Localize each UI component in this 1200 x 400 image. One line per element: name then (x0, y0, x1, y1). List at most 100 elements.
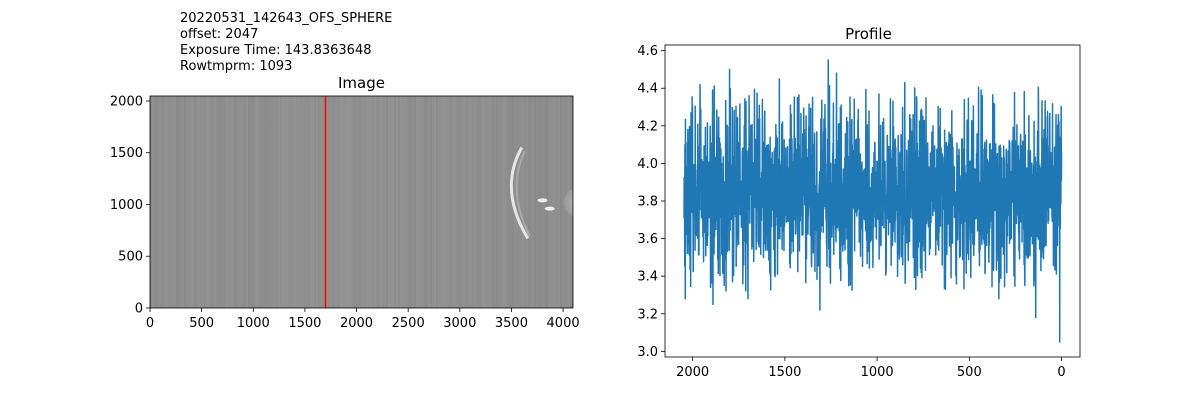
image-stripe (172, 96, 174, 308)
image-stripe (378, 96, 380, 308)
image-stripe (414, 96, 416, 308)
image-stripe (486, 96, 488, 308)
image-x-tick-label: 3500 (495, 316, 528, 331)
image-stripe (208, 96, 210, 308)
image-stripe (166, 96, 168, 308)
image-y-tick-label: 500 (118, 250, 143, 265)
image-stripe (476, 96, 478, 308)
image-stripe (224, 96, 226, 308)
image-stripe (328, 96, 330, 308)
image-stripe (218, 96, 220, 308)
image-stripe (290, 96, 292, 308)
image-stripe (336, 96, 338, 308)
image-stripe (222, 96, 224, 308)
profile-y-tick-label: 3.8 (637, 195, 658, 210)
image-stripe (356, 96, 358, 308)
image-stripe (448, 96, 450, 308)
image-stripe (488, 96, 490, 308)
image-stripe (180, 96, 182, 308)
image-stripe (410, 96, 412, 308)
image-stripe (534, 96, 536, 308)
image-stripe (432, 96, 434, 308)
image-stripe (352, 96, 354, 308)
image-stripe (402, 96, 404, 308)
profile-x-tick-label: 1000 (861, 365, 894, 380)
image-stripe (326, 96, 328, 308)
image-y-ticks: 0 500 1000 1500 2000 (110, 94, 150, 317)
image-stripe (174, 96, 176, 308)
profile-y-tick-label: 4.6 (637, 44, 658, 59)
image-stripe (262, 96, 264, 308)
image-stripe (170, 96, 172, 308)
image-stripe (348, 96, 350, 308)
profile-x-ticks: 2000 1500 1000 500 0 (676, 357, 1066, 380)
profile-panel: Profile 2000 1500 1000 500 0 3.0 3.2 3.4 3.6 3.8… (637, 25, 1081, 380)
image-stripe (360, 96, 362, 308)
image-stripe (364, 96, 366, 308)
image-stripe (160, 96, 162, 308)
image-stripe (214, 96, 216, 308)
image-stripe (230, 96, 232, 308)
image-stripe (442, 96, 444, 308)
image-x-tick-label: 500 (189, 316, 214, 331)
image-stripe (498, 96, 500, 308)
image-stripe (198, 96, 200, 308)
image-stripe (480, 96, 482, 308)
image-stripe (490, 96, 492, 308)
profile-y-tick-label: 3.6 (637, 232, 658, 247)
image-stripe (216, 96, 218, 308)
image-stripe (382, 96, 384, 308)
image-stripe (204, 96, 206, 308)
image-heatmap (150, 96, 573, 308)
image-stripe (344, 96, 346, 308)
image-stripe (258, 96, 260, 308)
image-stripe (154, 96, 156, 308)
image-stripe (374, 96, 376, 308)
image-stripe (524, 96, 526, 308)
image-stripe (284, 96, 286, 308)
image-stripe (294, 96, 296, 308)
image-bright-spot (537, 198, 548, 203)
image-stripe (462, 96, 464, 308)
image-stripe (494, 96, 496, 308)
header-rowtmprm: Rowtmprm: 1093 (180, 59, 293, 74)
image-stripe (278, 96, 280, 308)
image-stripe (500, 96, 502, 308)
image-stripe (226, 96, 228, 308)
image-stripe (418, 96, 420, 308)
image-x-ticks: 0 500 1000 1500 2000 2500 3000 3500 4000 (146, 308, 580, 331)
image-y-tick-label: 1000 (110, 198, 143, 213)
profile-x-tick-label: 2000 (676, 365, 709, 380)
image-x-tick-label: 1500 (288, 316, 321, 331)
image-stripe (210, 96, 212, 308)
image-stripe (554, 96, 556, 308)
profile-series-line (683, 59, 1063, 343)
image-stripe (312, 96, 314, 308)
image-stripe (280, 96, 282, 308)
profile-title: Profile (845, 25, 892, 43)
image-stripe (372, 96, 374, 308)
image-stripe (390, 96, 392, 308)
image-stripe (282, 96, 284, 308)
image-column-stripes (150, 96, 573, 308)
image-stripe (434, 96, 436, 308)
image-stripe (556, 96, 558, 308)
image-stripe (440, 96, 442, 308)
image-stripe (436, 96, 438, 308)
image-stripe (466, 96, 468, 308)
image-stripe (286, 96, 288, 308)
image-stripe (156, 96, 158, 308)
image-stripe (334, 96, 336, 308)
image-stripe (478, 96, 480, 308)
image-stripe (388, 96, 390, 308)
image-stripe (168, 96, 170, 308)
image-stripe (182, 96, 184, 308)
image-stripe (260, 96, 262, 308)
image-stripe (306, 96, 308, 308)
image-stripe (426, 96, 428, 308)
image-stripe (342, 96, 344, 308)
image-stripe (264, 96, 266, 308)
image-bright-arc (509, 146, 530, 240)
profile-y-tick-label: 3.4 (637, 270, 658, 285)
image-stripe (228, 96, 230, 308)
